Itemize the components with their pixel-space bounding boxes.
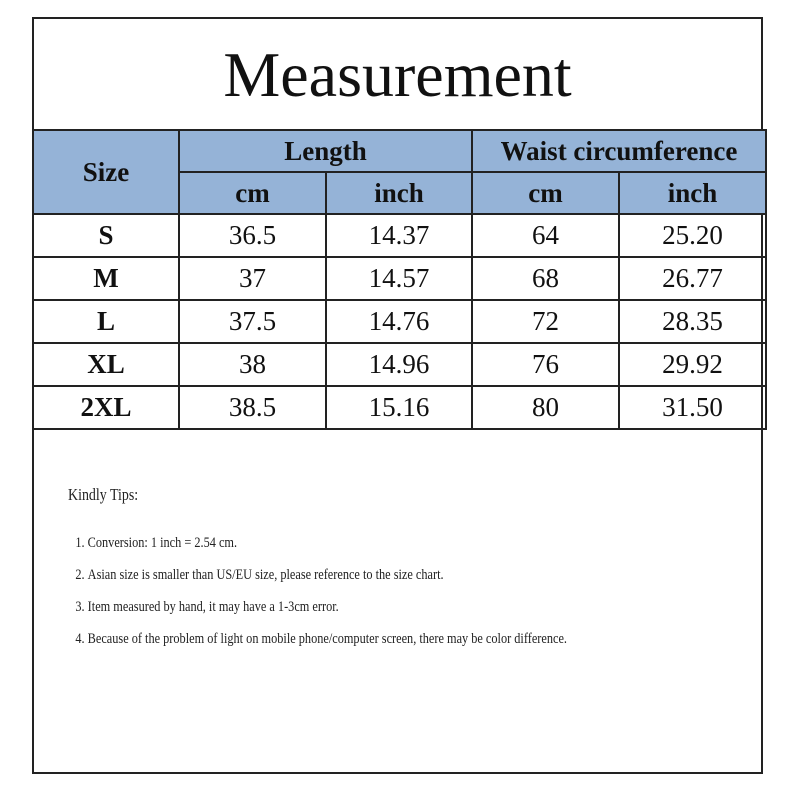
measurement-table: Size Length Waist circumference cm inch … <box>32 129 768 430</box>
cell-length-cm: 37 <box>178 256 327 301</box>
table-row: M 37 14.57 68 26.77 <box>32 256 768 301</box>
header-size: Size <box>32 129 180 215</box>
cell-waist-inch: 31.50 <box>617 385 768 430</box>
tip-item: Asian size is smaller than US/EU size, p… <box>88 559 610 591</box>
cell-waist-inch: 26.77 <box>617 256 768 301</box>
header-length-cm: cm <box>178 171 327 215</box>
cell-waist-inch: 25.20 <box>617 213 768 258</box>
header-length-inch: inch <box>325 171 473 215</box>
cell-length-inch: 14.96 <box>325 342 473 387</box>
tip-item: Conversion: 1 inch = 2.54 cm. <box>88 527 610 559</box>
table-row: 2XL 38.5 15.16 80 31.50 <box>32 385 768 430</box>
cell-waist-cm: 76 <box>471 342 620 387</box>
size-chart: Measurement Size Length Waist circumfere… <box>32 17 768 774</box>
cell-waist-cm: 68 <box>471 256 620 301</box>
tip-item: Item measured by hand, it may have a 1-3… <box>88 591 610 623</box>
cell-waist-cm: 64 <box>471 213 620 258</box>
tips-section: Kindly Tips: Conversion: 1 inch = 2.54 c… <box>68 485 609 655</box>
cell-length-inch: 15.16 <box>325 385 473 430</box>
table-row: S 36.5 14.37 64 25.20 <box>32 213 768 258</box>
cell-length-cm: 38 <box>178 342 327 387</box>
cell-size: M <box>32 256 180 301</box>
cell-length-inch: 14.57 <box>325 256 473 301</box>
table-row: XL 38 14.96 76 29.92 <box>32 342 768 387</box>
header-waist: Waist circumference <box>470 129 768 173</box>
cell-length-cm: 36.5 <box>178 213 327 258</box>
table-row: L 37.5 14.76 72 28.35 <box>32 299 768 344</box>
tip-item: Because of the problem of light on mobil… <box>88 623 610 655</box>
cell-length-inch: 14.37 <box>325 213 473 258</box>
chart-title: Measurement <box>223 39 572 110</box>
tips-heading: Kindly Tips: <box>68 485 139 504</box>
cell-length-cm: 37.5 <box>178 299 327 344</box>
header-length: Length <box>178 129 473 173</box>
cell-waist-cm: 80 <box>471 385 620 430</box>
header-waist-cm: cm <box>471 171 620 215</box>
cell-length-inch: 14.76 <box>325 299 473 344</box>
cell-size: L <box>32 299 180 344</box>
cell-size: 2XL <box>32 385 180 430</box>
header-waist-inch: inch <box>617 171 768 215</box>
cell-length-cm: 38.5 <box>178 385 327 430</box>
cell-size: XL <box>32 342 180 387</box>
cell-waist-inch: 28.35 <box>617 299 768 344</box>
cell-size: S <box>32 213 180 258</box>
cell-waist-inch: 29.92 <box>617 342 768 387</box>
cell-waist-cm: 72 <box>471 299 620 344</box>
